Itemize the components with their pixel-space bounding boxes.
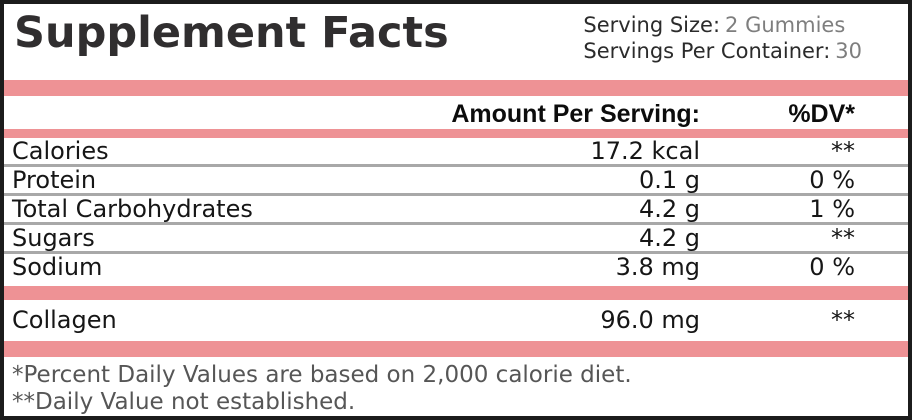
- divider-bar-bottom: [4, 341, 908, 358]
- nutrient-amount: 4.2 g: [638, 195, 700, 224]
- nutrient-amount: 0.1 g: [638, 166, 700, 195]
- ingredient-amount: 96.0 mg: [600, 306, 700, 335]
- nutrient-rows: Calories 17.2 kcal ** Protein 0.1 g 0 % …: [4, 138, 908, 280]
- serving-info: Serving Size: 2 Gummies Servings Per Cont…: [583, 10, 862, 64]
- nutrient-name: Protein: [12, 166, 97, 195]
- divider-bar-under-header: [4, 129, 908, 139]
- percent-dv-header: %DV*: [788, 100, 855, 129]
- ingredient-name: Collagen: [12, 306, 117, 335]
- nutrient-amount: 4.2 g: [638, 224, 700, 253]
- nutrient-dv: **: [831, 224, 855, 253]
- nutrient-dv: 0 %: [809, 253, 855, 282]
- nutrient-dv: 1 %: [809, 195, 855, 224]
- divider-bar-top: [4, 79, 908, 97]
- servings-per-container-line: Servings Per Container: 30: [583, 38, 862, 64]
- table-row-protein: Protein 0.1 g 0 %: [4, 164, 908, 193]
- serving-size-value: 2 Gummies: [725, 13, 846, 37]
- table-row-sodium: Sodium 3.8 mg 0 %: [4, 251, 908, 280]
- servings-per-container-label: Servings Per Container:: [583, 39, 831, 63]
- nutrient-amount: 17.2 kcal: [590, 137, 700, 166]
- nutrient-name: Calories: [12, 137, 109, 166]
- nutrient-name: Sugars: [12, 224, 95, 253]
- amount-per-serving-header: Amount Per Serving:: [451, 100, 700, 129]
- label-header: Supplement Facts Serving Size: 2 Gummies …: [4, 4, 908, 80]
- footnotes: *Percent Daily Values are based on 2,000…: [4, 357, 908, 416]
- ingredient-dv: **: [831, 306, 855, 335]
- nutrient-amount: 3.8 mg: [615, 253, 700, 282]
- nutrient-dv: 0 %: [809, 166, 855, 195]
- table-row-sugars: Sugars 4.2 g **: [4, 222, 908, 251]
- serving-size-line: Serving Size: 2 Gummies: [583, 12, 862, 38]
- nutrient-name: Total Carbohydrates: [12, 195, 253, 224]
- nutrient-name: Sodium: [12, 253, 103, 282]
- serving-size-label: Serving Size:: [583, 13, 721, 37]
- divider-bar-above-collagen: [4, 285, 908, 301]
- servings-per-container-value: 30: [835, 39, 862, 63]
- table-row-collagen: Collagen 96.0 mg **: [4, 300, 908, 341]
- column-header-row: Amount Per Serving: %DV*: [4, 100, 908, 129]
- footnote-dv-not-established: **Daily Value not established.: [12, 389, 356, 416]
- table-row-calories: Calories 17.2 kcal **: [4, 138, 908, 164]
- page-title: Supplement Facts: [14, 8, 449, 58]
- nutrient-dv: **: [831, 137, 855, 166]
- table-row-total-carbohydrates: Total Carbohydrates 4.2 g 1 %: [4, 193, 908, 222]
- footnote-percent-dv: *Percent Daily Values are based on 2,000…: [12, 362, 632, 389]
